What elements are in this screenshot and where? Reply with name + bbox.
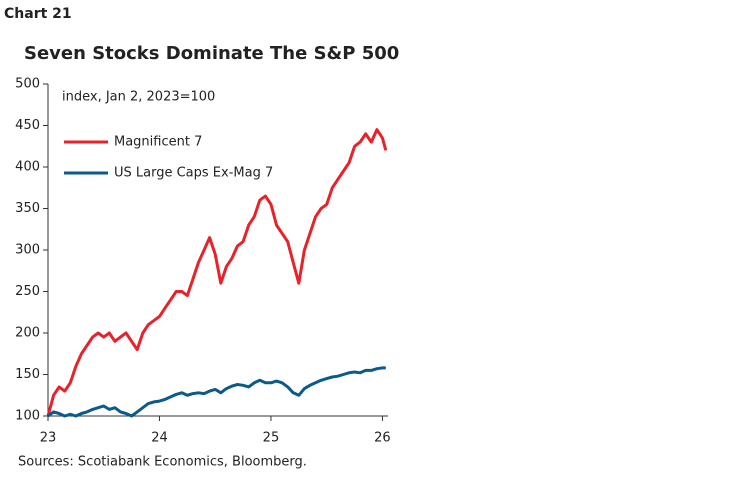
legend-label: US Large Caps Ex-Mag 7 xyxy=(114,166,273,181)
y-tick-label: 200 xyxy=(15,326,40,341)
y-tick-label: 300 xyxy=(15,243,40,258)
x-tick-label: 26 xyxy=(374,431,391,446)
y-tick-label: 150 xyxy=(15,367,40,382)
series-line xyxy=(47,366,386,418)
annotation: index, Jan 2, 2023=100 xyxy=(62,90,215,105)
y-tick-label: 250 xyxy=(15,284,40,299)
source: Sources: Scotiabank Economics, Bloomberg… xyxy=(18,455,307,470)
x-tick-label: 25 xyxy=(263,431,280,446)
legend-label: Magnificent 7 xyxy=(114,135,202,150)
y-tick-label: 400 xyxy=(15,160,40,175)
y-tick-label: 500 xyxy=(15,77,40,92)
y-tick-label: 100 xyxy=(15,409,40,424)
y-tick-label: 450 xyxy=(15,118,40,133)
chart-title: Seven Stocks Dominate The S&P 500 xyxy=(24,43,399,64)
chart-label: Chart 21 xyxy=(4,6,72,22)
x-tick-label: 23 xyxy=(40,431,57,446)
series-line xyxy=(46,128,388,417)
x-tick-label: 24 xyxy=(151,431,168,446)
y-tick-label: 350 xyxy=(15,201,40,216)
